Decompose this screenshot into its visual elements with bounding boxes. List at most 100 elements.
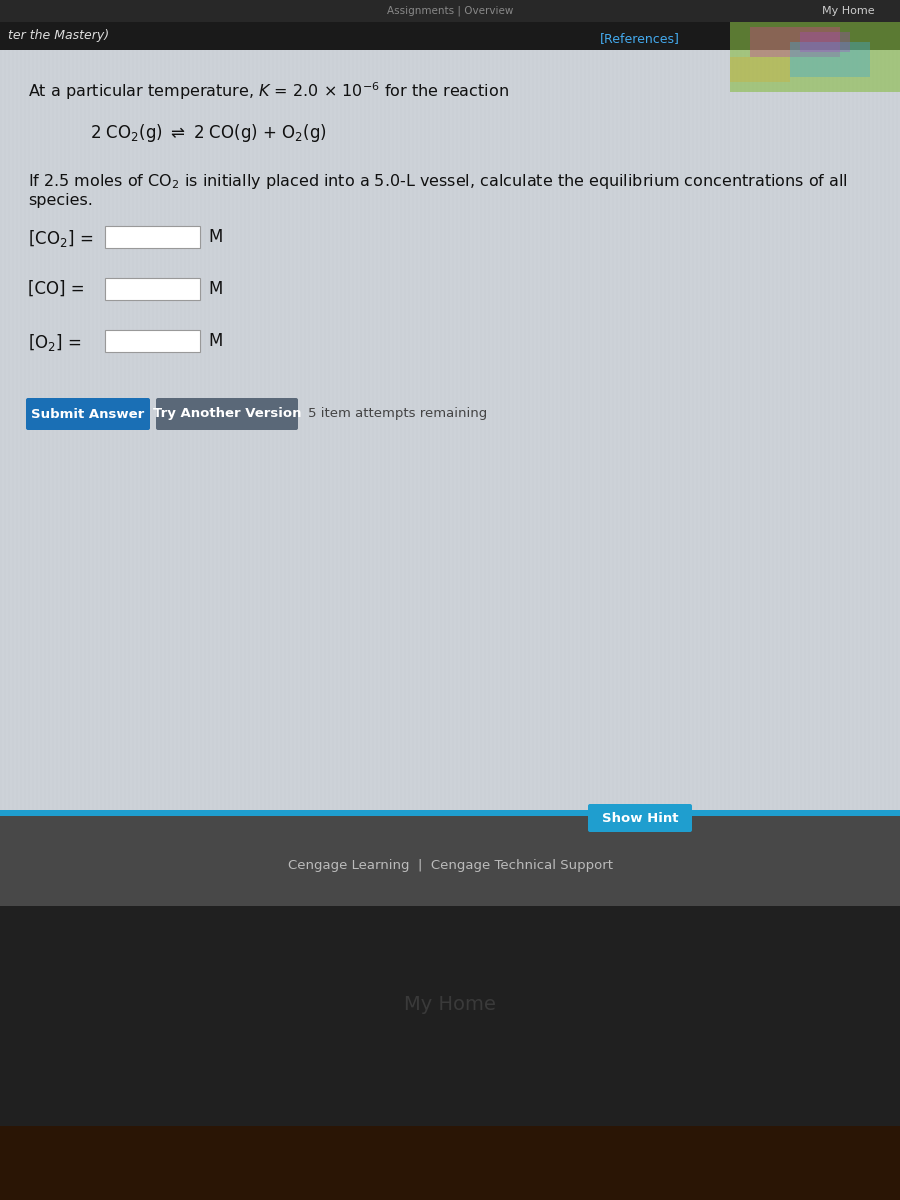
Bar bbox=[105, 226, 200, 248]
Bar bbox=[208, 50, 210, 810]
Bar bbox=[200, 50, 202, 810]
Bar bbox=[40, 50, 42, 810]
Bar bbox=[292, 50, 294, 810]
Bar bbox=[596, 50, 598, 810]
Bar bbox=[564, 50, 566, 810]
Bar bbox=[552, 50, 554, 810]
Bar bbox=[144, 50, 146, 810]
Bar bbox=[452, 50, 454, 810]
Bar bbox=[548, 50, 550, 810]
Bar bbox=[128, 50, 130, 810]
Bar bbox=[624, 50, 626, 810]
Bar bbox=[328, 50, 330, 810]
Bar bbox=[632, 50, 634, 810]
Bar bbox=[776, 50, 778, 810]
Bar bbox=[88, 50, 90, 810]
Bar bbox=[730, 22, 900, 92]
Bar bbox=[332, 50, 334, 810]
Bar bbox=[468, 50, 470, 810]
Bar bbox=[620, 50, 622, 810]
Bar bbox=[496, 50, 498, 810]
Bar bbox=[492, 50, 494, 810]
Bar bbox=[284, 50, 286, 810]
Bar bbox=[0, 1126, 900, 1200]
Bar bbox=[676, 50, 678, 810]
Bar bbox=[248, 50, 250, 810]
Bar bbox=[688, 50, 690, 810]
Bar bbox=[612, 50, 614, 810]
Bar bbox=[448, 50, 450, 810]
Bar bbox=[96, 50, 98, 810]
Bar bbox=[696, 50, 698, 810]
Bar bbox=[644, 50, 646, 810]
Bar bbox=[580, 50, 582, 810]
Text: Show Hint: Show Hint bbox=[602, 811, 679, 824]
Bar bbox=[892, 50, 894, 810]
Bar bbox=[488, 50, 490, 810]
Bar bbox=[124, 50, 126, 810]
Bar bbox=[790, 42, 870, 77]
Bar bbox=[524, 50, 526, 810]
Bar bbox=[724, 50, 726, 810]
Bar bbox=[160, 50, 162, 810]
Bar bbox=[568, 50, 570, 810]
Bar bbox=[348, 50, 350, 810]
Bar bbox=[196, 50, 198, 810]
Bar bbox=[220, 50, 222, 810]
Bar bbox=[864, 50, 866, 810]
Bar bbox=[288, 50, 290, 810]
Bar bbox=[24, 50, 26, 810]
Bar bbox=[216, 50, 218, 810]
Bar bbox=[300, 50, 302, 810]
Bar bbox=[176, 50, 178, 810]
Bar bbox=[576, 50, 578, 810]
Bar bbox=[828, 50, 830, 810]
Bar bbox=[528, 50, 530, 810]
Bar bbox=[432, 50, 434, 810]
Bar bbox=[708, 50, 710, 810]
Text: Assignments | Overview: Assignments | Overview bbox=[387, 6, 513, 17]
Bar bbox=[508, 50, 510, 810]
Bar bbox=[440, 50, 442, 810]
Bar bbox=[588, 50, 590, 810]
Bar bbox=[684, 50, 686, 810]
Bar bbox=[730, 56, 790, 82]
Bar bbox=[544, 50, 546, 810]
Bar bbox=[60, 50, 62, 810]
Bar bbox=[512, 50, 514, 810]
Bar bbox=[132, 50, 134, 810]
Bar bbox=[224, 50, 226, 810]
Bar bbox=[12, 50, 14, 810]
Bar bbox=[392, 50, 394, 810]
Bar bbox=[76, 50, 78, 810]
Bar bbox=[464, 50, 466, 810]
Bar bbox=[164, 50, 166, 810]
Bar bbox=[192, 50, 194, 810]
Bar bbox=[844, 50, 846, 810]
Bar bbox=[36, 50, 38, 810]
Bar bbox=[84, 50, 86, 810]
Bar bbox=[704, 50, 706, 810]
Bar bbox=[824, 50, 826, 810]
Bar bbox=[360, 50, 362, 810]
Bar bbox=[180, 50, 182, 810]
Bar bbox=[340, 50, 342, 810]
Bar bbox=[692, 50, 694, 810]
Text: ter the Mastery): ter the Mastery) bbox=[8, 30, 109, 42]
Bar bbox=[408, 50, 410, 810]
Bar bbox=[256, 50, 258, 810]
Bar bbox=[560, 50, 562, 810]
Bar bbox=[608, 50, 610, 810]
Bar bbox=[280, 50, 282, 810]
Bar bbox=[896, 50, 898, 810]
Bar bbox=[0, 816, 900, 906]
Bar bbox=[536, 50, 538, 810]
Bar bbox=[0, 906, 900, 1126]
Bar bbox=[600, 50, 602, 810]
Bar bbox=[728, 50, 730, 810]
Bar bbox=[436, 50, 438, 810]
Bar bbox=[168, 50, 170, 810]
FancyBboxPatch shape bbox=[588, 804, 692, 832]
Text: Cengage Learning  |  Cengage Technical Support: Cengage Learning | Cengage Technical Sup… bbox=[287, 859, 613, 872]
Bar bbox=[420, 50, 422, 810]
